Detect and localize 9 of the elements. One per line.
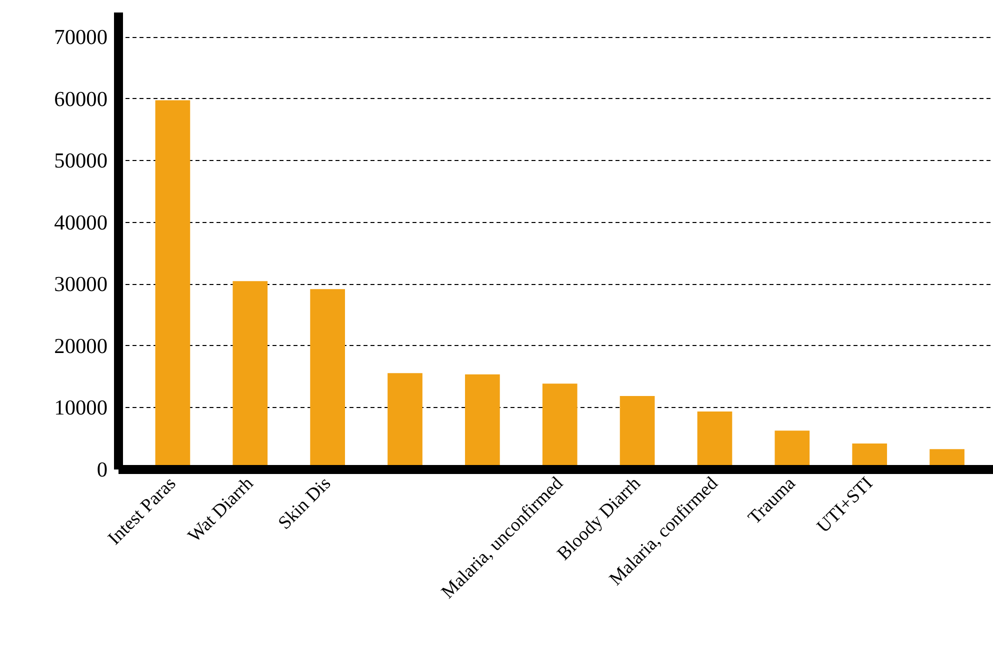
y-tick-label: 0 xyxy=(96,458,108,482)
x-tick-label: Skin Dis xyxy=(274,473,335,534)
y-tick-label: 20000 xyxy=(54,334,108,358)
y-tick-label: 50000 xyxy=(54,148,108,173)
y-tick-label: 70000 xyxy=(54,25,108,50)
y-tick-label: 30000 xyxy=(54,272,108,296)
y-tick-label: 40000 xyxy=(54,210,108,234)
y-tick-label: 10000 xyxy=(54,396,108,420)
y-tick-label: 60000 xyxy=(54,86,108,111)
